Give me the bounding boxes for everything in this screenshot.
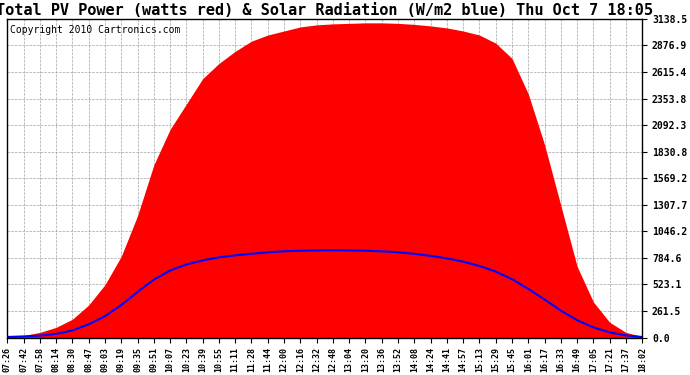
Text: Copyright 2010 Cartronics.com: Copyright 2010 Cartronics.com	[10, 26, 181, 35]
Title: Total PV Power (watts red) & Solar Radiation (W/m2 blue) Thu Oct 7 18:05: Total PV Power (watts red) & Solar Radia…	[0, 3, 653, 18]
